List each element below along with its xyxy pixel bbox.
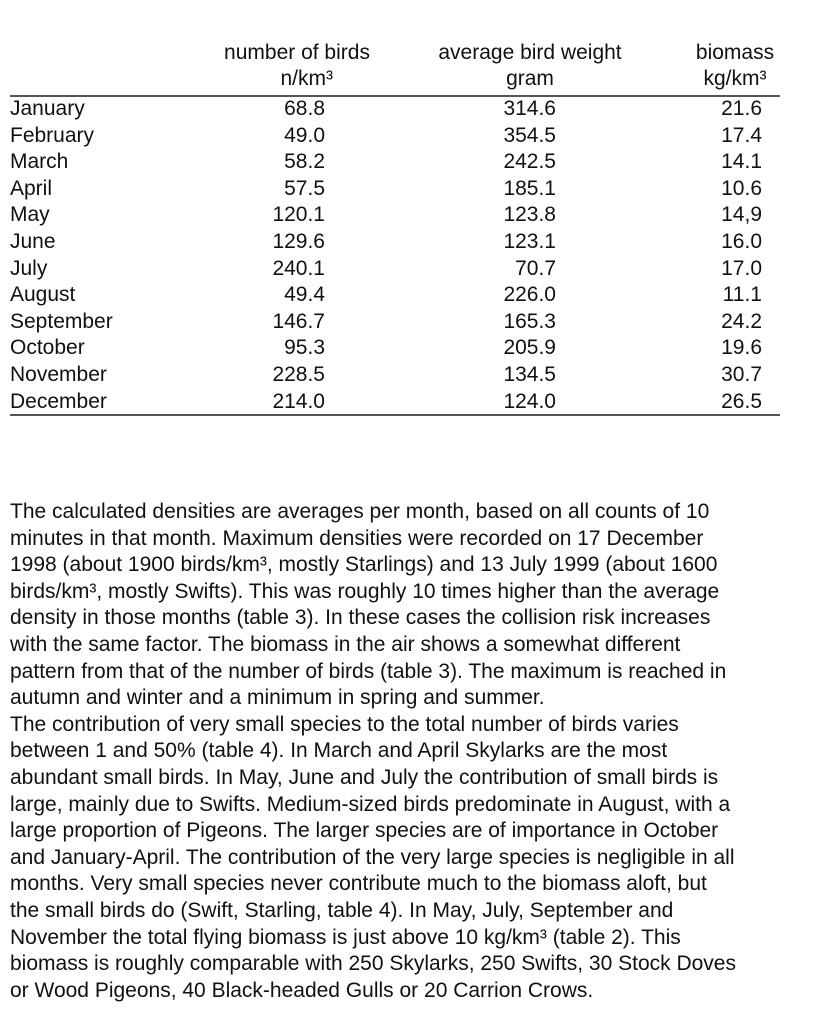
cell-month: January [10, 97, 85, 120]
cell-biomass: 16.0 [721, 230, 762, 253]
paragraph-line: autumn and winter and a minimum in sprin… [10, 686, 545, 710]
paragraph-line: months. Very small species never contrib… [10, 872, 707, 896]
cell-biomass: 26.5 [721, 389, 762, 413]
paragraph-line: minutes in that month. Maximum densities… [10, 526, 704, 550]
cell-biomass: 30.7 [721, 363, 762, 386]
cell-month: October [10, 336, 85, 360]
cell-month: November [10, 363, 107, 386]
cell-weight: 185.1 [503, 176, 556, 200]
cell-biomass: 19.6 [721, 336, 762, 360]
cell-birds: 146.7 [272, 309, 325, 333]
cell-biomass: 24.2 [721, 309, 762, 333]
cell-weight: 134.5 [503, 363, 556, 386]
cell-birds: 120.1 [272, 203, 325, 227]
cell-birds: 49.4 [284, 283, 325, 307]
cell-month: September [10, 309, 113, 333]
cell-biomass: 14.1 [721, 150, 762, 174]
cell-biomass: 17.0 [721, 256, 762, 280]
header-weight-unit: gram [506, 67, 554, 90]
cell-weight: 226.0 [503, 283, 556, 307]
header-birds-unit: n/km³ [280, 67, 334, 90]
paragraph-line: density in those months (table 3). In th… [10, 606, 711, 630]
paragraph-line: with the same factor. The biomass in the… [10, 633, 681, 656]
cell-month: July [10, 256, 48, 280]
cell-weight: 314.6 [503, 97, 556, 120]
cell-weight: 123.1 [503, 230, 556, 253]
paragraph-line: large proportion of Pigeons. The larger … [10, 819, 719, 843]
header-biomass-unit: kg/km³ [703, 67, 767, 90]
cell-weight: 70.7 [515, 256, 556, 280]
cell-weight: 124.0 [503, 389, 556, 413]
cell-birds: 214.0 [272, 389, 325, 413]
cell-weight: 242.5 [503, 150, 556, 174]
cell-month: April [10, 176, 53, 200]
cell-month: February [10, 123, 95, 147]
cell-weight: 205.9 [503, 336, 556, 360]
header-biomass: biomass [695, 41, 775, 64]
cell-month: March [10, 150, 69, 174]
cell-weight: 165.3 [503, 309, 556, 333]
cell-month: December [10, 389, 107, 413]
cell-biomass: 17.4 [721, 123, 762, 147]
cell-birds: 95.3 [284, 336, 325, 360]
cell-birds: 57.5 [284, 176, 325, 200]
paragraph-line: or Wood Pigeons, 40 Black-headed Gulls o… [10, 978, 594, 1002]
cell-birds: 129.6 [272, 230, 325, 253]
cell-month: May [10, 203, 50, 227]
cell-biomass: 14,9 [721, 203, 762, 227]
cell-biomass: 11.1 [722, 283, 762, 307]
paragraph-line: large, mainly due to Swifts. Medium-size… [10, 792, 731, 816]
paragraph-line: The contribution of very small species t… [10, 712, 679, 736]
paragraph-line: 1998 (about 1900 birds/km³, mostly Starl… [10, 553, 718, 577]
paragraph-line: and January-April. The contribution of t… [10, 845, 735, 869]
cell-weight: 354.5 [503, 123, 556, 147]
paragraph-line: biomass is roughly comparable with 250 S… [10, 952, 736, 976]
header-weight: average bird weight [438, 41, 622, 64]
cell-birds: 228.5 [272, 363, 325, 386]
paragraph-line: November the total flying biomass is jus… [10, 925, 681, 949]
cell-birds: 58.2 [284, 150, 325, 174]
paragraph-line: The calculated densities are averages pe… [10, 500, 710, 523]
paragraph-line: pattern from that of the number of birds… [10, 659, 727, 683]
paragraph-line: birds/km³, mostly Swifts). This was roug… [10, 579, 720, 603]
cell-biomass: 10.6 [721, 176, 762, 200]
cell-birds: 49.0 [284, 123, 325, 147]
cell-weight: 123.8 [503, 203, 556, 227]
cell-biomass: 21.6 [721, 97, 762, 120]
header-rule [10, 95, 780, 97]
paragraph-line: the small birds do (Swift, Starling, tab… [10, 899, 674, 922]
header-birds: number of birds [224, 41, 370, 64]
cell-birds: 240.1 [272, 256, 325, 280]
cell-month: August [10, 283, 76, 307]
bottom-rule [10, 414, 780, 416]
cell-birds: 68.8 [284, 97, 325, 120]
paragraph-line: abundant small birds. In May, June and J… [10, 766, 719, 789]
cell-month: June [10, 230, 56, 253]
paragraph-line: between 1 and 50% (table 4). In March an… [10, 739, 668, 763]
